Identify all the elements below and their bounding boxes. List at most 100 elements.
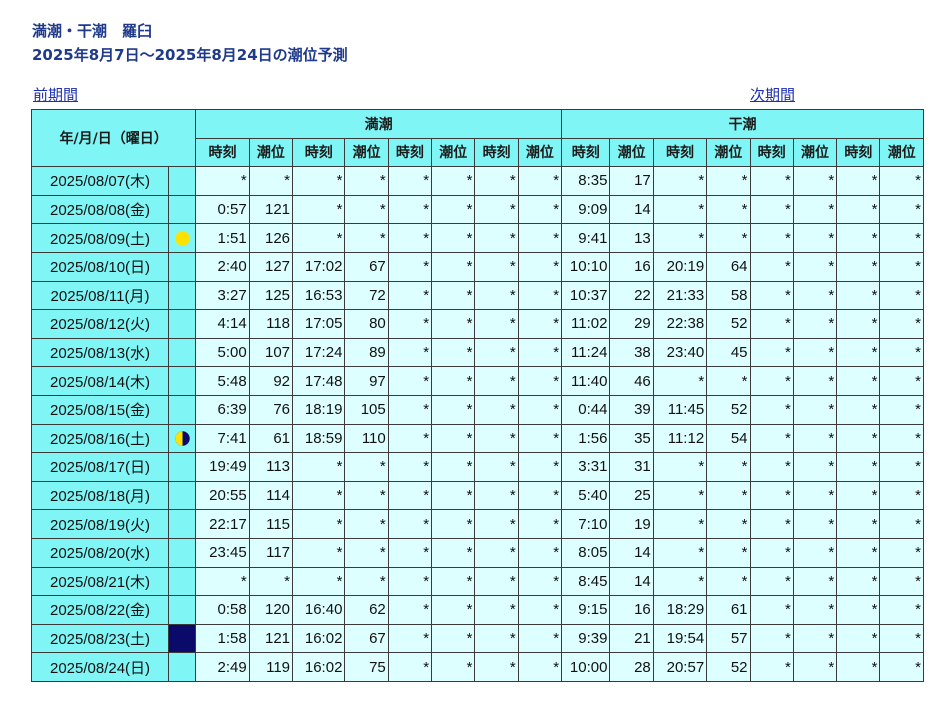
- next-period-link[interactable]: 次期間: [750, 86, 796, 104]
- high-tide-time-cell: *: [474, 595, 519, 625]
- high-tide-level-cell: *: [517, 537, 563, 568]
- high-tide-time-cell: *: [195, 566, 250, 597]
- date-cell: 2025/08/24(日): [30, 652, 170, 682]
- high-tide-time-cell: 2:40: [195, 251, 250, 282]
- high-tide-time-cell: 18:59: [292, 423, 346, 454]
- low-tide-time-cell: *: [749, 480, 794, 511]
- low-tide-time-cell: *: [652, 452, 708, 482]
- high-tide-level-cell: *: [431, 509, 476, 539]
- low-tide-time-cell: 23:40: [652, 337, 708, 368]
- high-tide-header: 満潮: [195, 109, 563, 139]
- low-tide-level-cell: *: [706, 166, 751, 196]
- high-tide-level-cell: 117: [248, 537, 294, 568]
- low-tide-time-cell: *: [652, 194, 708, 225]
- low-tide-time-cell: *: [749, 509, 794, 539]
- low-tide-time-cell: 10:00: [561, 652, 611, 682]
- low-tide-level-cell: 21: [609, 623, 654, 654]
- low-tide-time-cell: 20:19: [652, 251, 708, 282]
- low-tide-level-cell: *: [879, 566, 924, 597]
- high-tide-level-cell: *: [431, 194, 476, 225]
- high-tide-level-cell: *: [431, 166, 476, 196]
- low-tide-time-cell: *: [836, 452, 881, 482]
- low-tide-time-cell: *: [836, 537, 881, 568]
- low-tide-time-cell: 10:37: [561, 280, 611, 311]
- low-tide-level-cell: *: [706, 480, 751, 511]
- high-tide-level-cell: *: [431, 480, 476, 511]
- date-cell: 2025/08/16(土): [30, 423, 170, 454]
- high-tide-time-cell: 18:19: [292, 394, 346, 425]
- low-tide-level-cell: 52: [706, 652, 751, 682]
- high-tide-level-cell: *: [431, 337, 476, 368]
- high-tide-level-cell: *: [517, 652, 563, 682]
- table-row: 2025/08/14(木) 5:48 92 17:48 97 * * * * 11:40 46 * * *…: [30, 366, 924, 396]
- date-column-header: 年/月/日（曜日）: [30, 108, 197, 168]
- high-time-header: 時刻: [387, 137, 433, 168]
- date-cell: 2025/08/08(金): [30, 194, 170, 225]
- date-cell: 2025/08/20(水): [30, 537, 170, 568]
- high-tide-time-cell: *: [387, 394, 433, 425]
- low-tide-time-cell: *: [652, 537, 708, 568]
- high-tide-level-cell: *: [517, 423, 563, 454]
- high-tide-level-cell: 89: [344, 337, 389, 368]
- low-tide-level-cell: *: [706, 566, 751, 597]
- low-tide-time-cell: 0:44: [561, 394, 611, 425]
- low-tide-level-cell: 57: [706, 623, 751, 654]
- date-cell: 2025/08/19(火): [30, 509, 170, 539]
- low-level-header: 潮位: [792, 137, 838, 168]
- date-cell: 2025/08/23(土): [30, 623, 170, 654]
- high-tide-time-cell: *: [387, 366, 433, 396]
- moon-phase-cell: [168, 423, 197, 454]
- low-tide-time-cell: 9:41: [561, 223, 611, 253]
- low-tide-time-cell: *: [652, 366, 708, 396]
- high-tide-time-cell: *: [474, 537, 519, 568]
- low-tide-time-cell: *: [836, 366, 881, 396]
- high-tide-time-cell: *: [195, 166, 250, 196]
- high-tide-level-cell: 105: [344, 394, 389, 425]
- high-tide-time-cell: *: [387, 423, 433, 454]
- high-tide-level-cell: *: [431, 623, 476, 654]
- high-tide-level-cell: *: [431, 251, 476, 282]
- high-tide-level-cell: 127: [248, 251, 294, 282]
- high-tide-time-cell: *: [474, 223, 519, 253]
- high-level-header: 潮位: [344, 137, 389, 168]
- date-cell: 2025/08/11(月): [30, 280, 170, 311]
- low-tide-level-cell: *: [792, 480, 838, 511]
- high-tide-time-cell: *: [474, 623, 519, 654]
- date-cell: 2025/08/17(日): [30, 452, 170, 482]
- high-tide-level-cell: *: [344, 452, 389, 482]
- high-tide-level-cell: *: [344, 480, 389, 511]
- high-tide-time-cell: *: [292, 566, 346, 597]
- low-tide-level-cell: 25: [609, 480, 654, 511]
- high-level-header: 潮位: [517, 137, 563, 168]
- low-tide-level-cell: *: [879, 251, 924, 282]
- moon-phase-cell: [168, 309, 197, 339]
- low-tide-level-cell: *: [706, 537, 751, 568]
- low-tide-level-cell: *: [706, 194, 751, 225]
- high-tide-time-cell: 4:14: [195, 309, 250, 339]
- low-tide-level-cell: 16: [609, 251, 654, 282]
- high-tide-time-cell: *: [474, 251, 519, 282]
- low-tide-level-cell: *: [792, 509, 838, 539]
- low-tide-time-cell: 11:24: [561, 337, 611, 368]
- low-tide-level-cell: *: [792, 280, 838, 311]
- high-tide-time-cell: *: [474, 423, 519, 454]
- high-tide-level-cell: *: [517, 595, 563, 625]
- subheader-row: 時刻 潮位 時刻 潮位 時刻 潮位 時刻 潮位 時刻 潮位 時刻 潮位 時刻 潮位 時刻 潮位: [32, 137, 924, 168]
- previous-period-link[interactable]: 前期間: [33, 86, 79, 104]
- moon-phase-cell: [168, 251, 197, 282]
- high-tide-level-cell: *: [431, 566, 476, 597]
- low-tide-time-cell: *: [749, 223, 794, 253]
- date-cell: 2025/08/10(日): [30, 251, 170, 282]
- date-cell: 2025/08/18(月): [30, 480, 170, 511]
- high-tide-level-cell: *: [431, 652, 476, 682]
- low-tide-level-cell: 14: [609, 566, 654, 597]
- table-row: 2025/08/11(月) 3:27 125 16:53 72 * * * * 10:37 22 21…: [30, 280, 924, 311]
- high-tide-level-cell: *: [517, 566, 563, 597]
- low-tide-time-cell: 22:38: [652, 309, 708, 339]
- low-tide-time-cell: *: [652, 223, 708, 253]
- low-tide-time-cell: *: [836, 423, 881, 454]
- high-tide-level-cell: 115: [248, 509, 294, 539]
- low-tide-level-cell: *: [706, 366, 751, 396]
- tide-table: 年/月/日（曜日） 満潮 干潮 時刻 潮位 時刻 潮位 時刻 潮位 時刻 潮位 時刻 潮位 時刻 潮位…: [30, 108, 924, 682]
- low-time-header: 時刻: [652, 137, 708, 168]
